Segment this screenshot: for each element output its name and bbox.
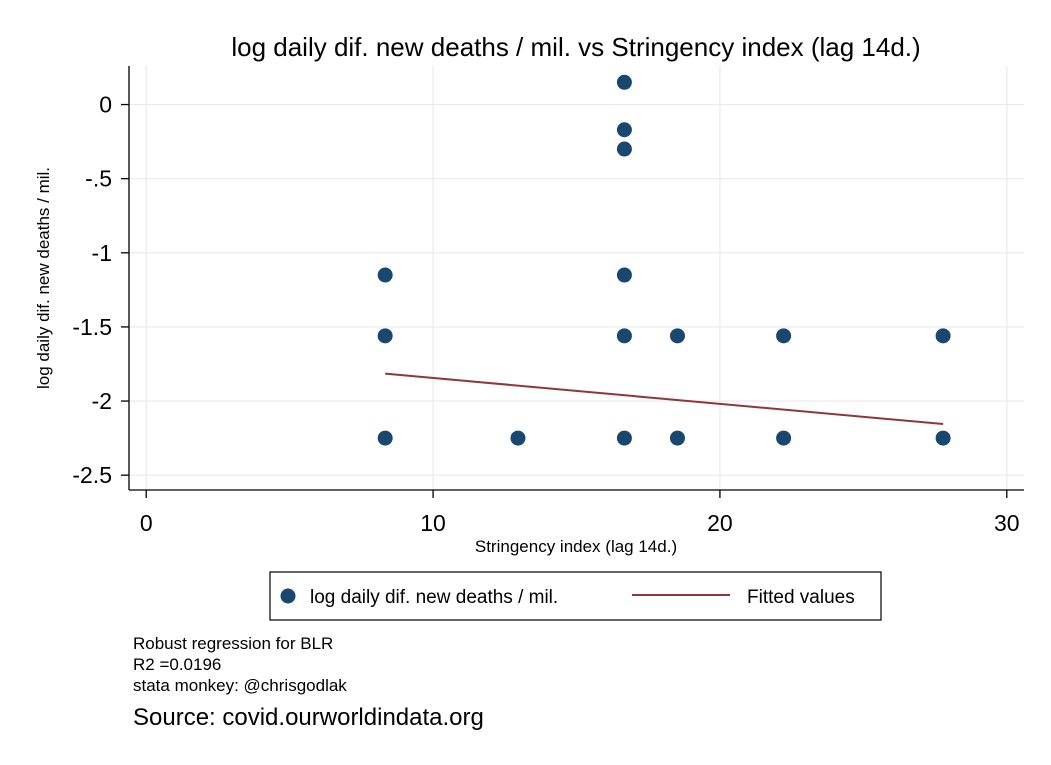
scatter-point	[776, 430, 792, 446]
scatter-point	[616, 141, 632, 157]
grid-lines	[129, 66, 1024, 490]
y-axis-label: log daily dif. new deaths / mil.	[34, 167, 53, 389]
scatter-point	[616, 74, 632, 90]
scatter-point	[377, 430, 393, 446]
fitted-line-layer	[385, 372, 944, 426]
x-tick-label: 0	[140, 510, 153, 536]
scatter-point	[377, 328, 393, 344]
scatter-point	[616, 267, 632, 283]
scatter-point	[510, 430, 526, 446]
legend-marker-scatter	[280, 588, 296, 604]
legend-label-fitted: Fitted values	[747, 587, 855, 608]
scatter-point	[616, 328, 632, 344]
y-tick-label: -2.5	[72, 462, 112, 488]
y-tick-label: -1	[92, 240, 112, 266]
scatter-point	[935, 328, 951, 344]
note-line-2: R2 =0.0196	[133, 655, 222, 674]
note-line-3: stata monkey: @chrisgodlak	[133, 676, 347, 695]
note-line-1: Robust regression for BLR	[133, 634, 334, 653]
scatter-point	[776, 328, 792, 344]
source-note: Source: covid.ourworldindata.org	[133, 704, 484, 731]
scatter-points-layer	[377, 74, 951, 446]
scatter-point	[616, 122, 632, 138]
y-tick-label: -1.5	[72, 314, 112, 340]
chart-title: log daily dif. new deaths / mil. vs Stri…	[231, 32, 920, 62]
scatter-point	[669, 430, 685, 446]
x-tick-label: 30	[994, 510, 1020, 536]
legend: log daily dif. new deaths / mil. Fitted …	[269, 571, 882, 621]
legend-box	[269, 571, 882, 621]
y-tick-label: 0	[99, 92, 112, 118]
axes: 0 10 20 30 0 -.5 -1 -1.5 -2 -2.5	[72, 66, 1024, 536]
scatter-point	[616, 430, 632, 446]
x-tick-label: 20	[707, 510, 733, 536]
y-tick-label: -.5	[85, 166, 112, 192]
fitted-values-line	[385, 372, 944, 426]
scatter-point	[935, 430, 951, 446]
scatter-point	[669, 328, 685, 344]
scatter-point	[377, 267, 393, 283]
legend-label-scatter: log daily dif. new deaths / mil.	[310, 587, 558, 608]
x-axis-label: Stringency index (lag 14d.)	[475, 537, 677, 556]
x-tick-label: 10	[420, 510, 446, 536]
y-tick-label: -2	[92, 388, 112, 414]
